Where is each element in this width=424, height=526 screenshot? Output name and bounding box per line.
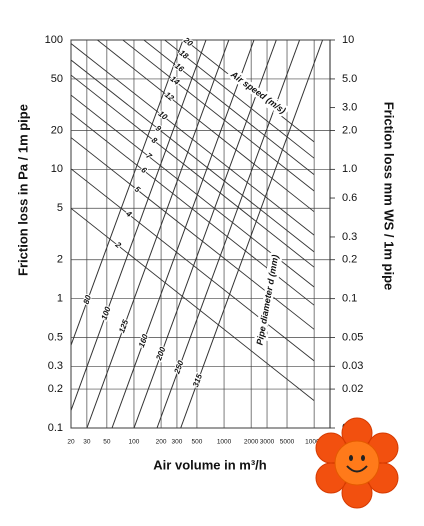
speed-line (71, 74, 315, 268)
y-tick-label: 0.5 (48, 332, 63, 344)
speed-line (184, 40, 315, 143)
y2-tick-label: 0.2 (342, 254, 357, 266)
y-tick-label: 0.3 (48, 360, 63, 372)
x-tick-label: 300 (172, 439, 183, 446)
speed-line (143, 40, 315, 175)
diameter-line (180, 40, 324, 428)
x-tick-label: 10000 (305, 439, 323, 446)
y-tick-label: 10 (51, 163, 63, 175)
x-tick-label: 100 (129, 439, 140, 446)
x-tick-label: 20 (67, 439, 75, 446)
y2-tick-label: 0.05 (342, 332, 363, 344)
x-tick-label: 5000 (280, 439, 295, 446)
speed-line (71, 59, 315, 253)
speed-line (71, 112, 315, 306)
y-tick-label: 20 (51, 124, 63, 136)
diameter-line (133, 40, 277, 428)
y-tick-label: 0.1 (48, 422, 63, 434)
diameter-line (71, 40, 207, 412)
speed-line (71, 207, 315, 401)
x-tick-label: 500 (192, 439, 203, 446)
x-tick-label: 50 (103, 439, 111, 446)
y-tick-label: 50 (51, 73, 63, 85)
speed-line (71, 43, 315, 236)
line-label: 7 (144, 151, 154, 161)
y-tick-label: 2 (57, 254, 63, 266)
y2-tick-label: 0.6 (342, 192, 357, 204)
lines (71, 40, 324, 428)
speed-line (96, 40, 315, 213)
speed-line (71, 137, 315, 330)
y-tick-label: 0.2 (48, 383, 63, 395)
y-tick-label: 100 (45, 34, 63, 46)
y-tick-label: 1 (57, 293, 63, 305)
speed-line (71, 94, 315, 288)
y-tick-label: 5 (57, 202, 63, 214)
line-label: 8 (150, 135, 160, 145)
x-tick-label: 30 (83, 439, 91, 446)
y2-tick-label: 1.0 (342, 163, 357, 175)
speed-line (163, 40, 315, 159)
line-label: 5 (133, 184, 143, 194)
y2-tick-label: 10 (342, 34, 354, 46)
flower-decoration (315, 417, 399, 509)
speed-line (71, 168, 315, 362)
y2-tick-label: 0.1 (342, 293, 357, 305)
x-axis-label: Air volume in m³/h (153, 457, 266, 472)
y2-tick-label: 0.03 (342, 360, 363, 372)
line-label: 9 (154, 124, 164, 134)
grid (70, 39, 335, 429)
x-tick-label: 200 (156, 439, 167, 446)
y-axis-label: Friction loss in Pa / 1m pipe (15, 104, 30, 276)
y2-axis-label: Friction loss mm WS / 1m pipe (382, 102, 397, 291)
diameter-line (111, 40, 255, 428)
y2-tick-label: 2.0 (342, 124, 357, 136)
x-tick-label: 2000 (244, 439, 259, 446)
x-tick-label: 1000 (217, 439, 232, 446)
diameter-line (71, 40, 184, 347)
y2-tick-label: 5.0 (342, 73, 357, 85)
diameter-line (156, 40, 301, 428)
line-label: 6 (139, 165, 149, 175)
x-tick-label: 3000 (260, 439, 275, 446)
y2-tick-label: 0.3 (342, 231, 357, 243)
speed-line (122, 40, 315, 192)
y2-tick-label: 3.0 (342, 102, 357, 114)
y2-tick-label: 0.02 (342, 383, 363, 395)
